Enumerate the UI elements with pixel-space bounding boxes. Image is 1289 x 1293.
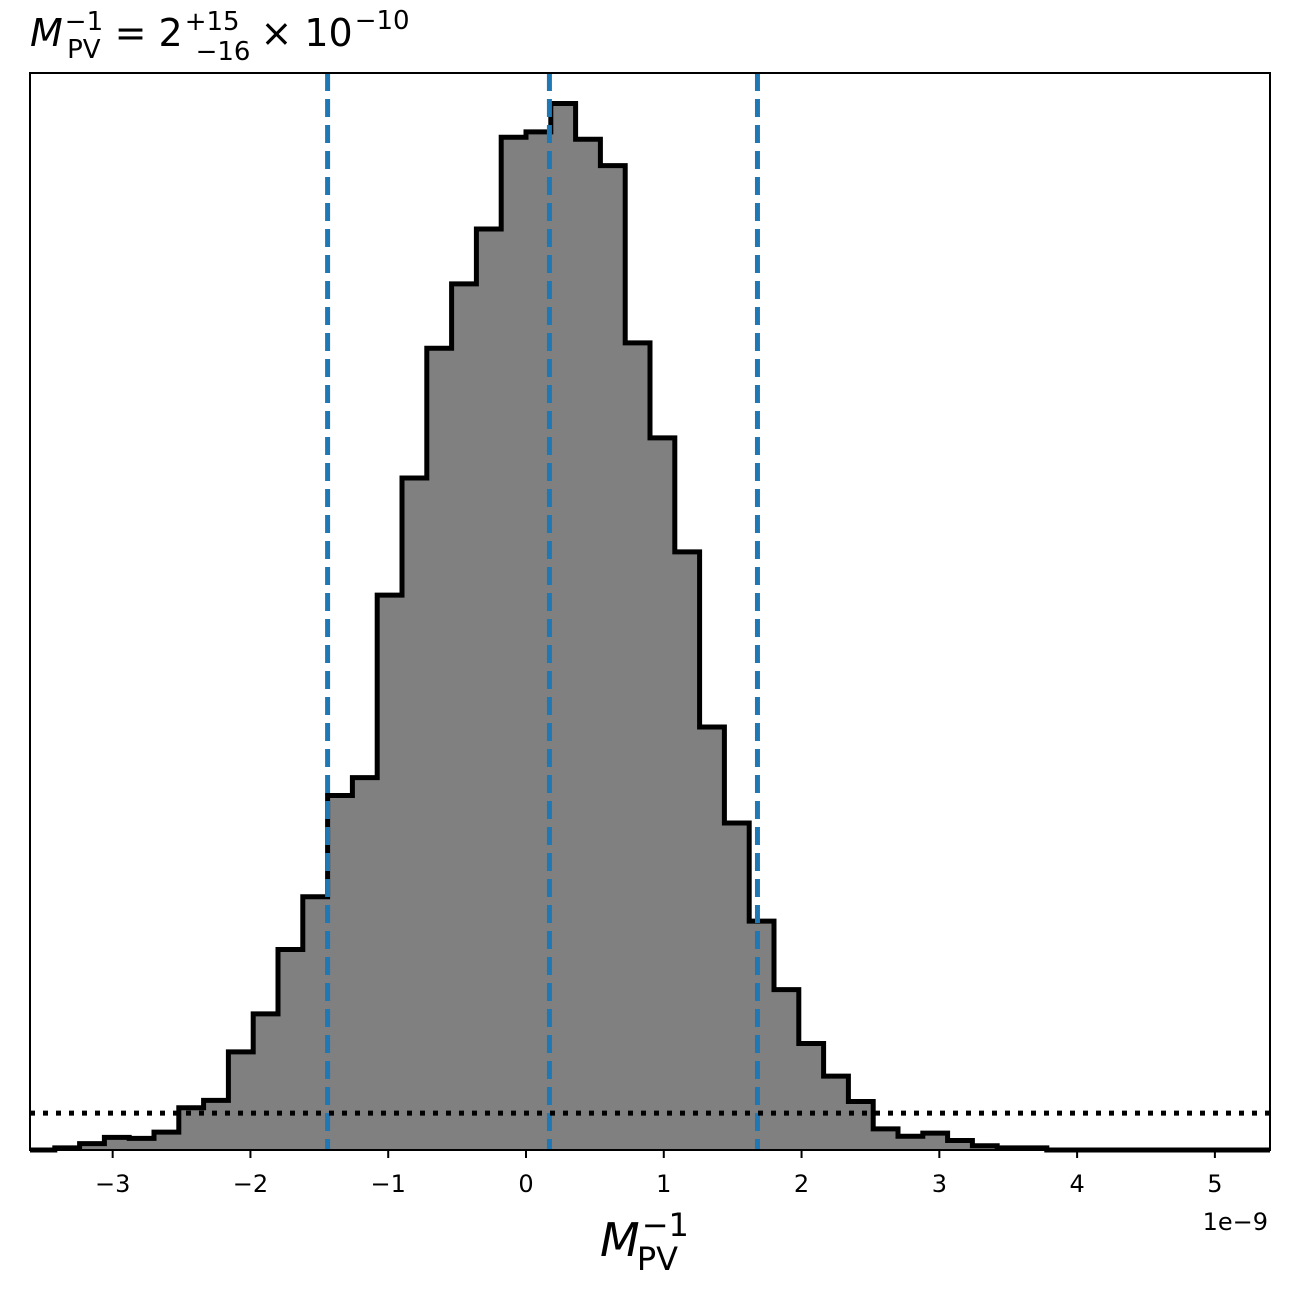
x-tick-label: −3 [95,1170,130,1198]
x-tick-label: 4 [1069,1170,1084,1198]
histogram-bar [253,1013,279,1150]
histogram-bar [600,165,626,1150]
offset-text: 1e−9 [1203,1208,1268,1236]
x-tick-label: −2 [233,1170,268,1198]
histogram-bar [575,139,601,1150]
xlabel-base: M [600,1213,640,1267]
xlabel-sub: PV [637,1240,678,1278]
histogram-bar [79,1143,105,1150]
histogram-bar [550,103,577,1151]
title-exp: −10 [355,6,410,36]
title-err-minus: −16 [196,37,251,67]
histogram-bar [724,822,750,1150]
histogram-bar [302,896,329,1150]
histogram-bar [278,949,304,1150]
x-tick-label: 1 [656,1170,671,1198]
x-tick-label: 3 [932,1170,947,1198]
chart-title: M−1 PV = 2+15 −16 × 10−10 [30,6,410,67]
histogram-bar [798,1043,825,1150]
histogram-bar [476,228,502,1151]
histogram-bar [451,283,477,1151]
xlabel-sup: −1 [642,1206,689,1244]
histogram-bar [228,1051,254,1150]
histogram-bar [526,131,552,1151]
histogram-bar [674,551,701,1150]
histogram-bar [873,1128,899,1150]
histogram-bar [129,1138,155,1150]
histogram-bar [947,1140,973,1150]
histogram-bar [898,1136,924,1150]
title-err-plus: +15 [185,7,240,37]
x-axis-label: M−1 PV [600,1206,689,1278]
histogram-bar [774,989,800,1150]
histogram-bar [650,437,676,1150]
histogram-bar [922,1133,949,1150]
plot-frame [29,72,1271,1151]
x-tick-label: 2 [794,1170,809,1198]
quantile-lines-group [325,73,760,1150]
histogram-bar [377,595,403,1150]
x-ticks-group: −3 −2 −1 0 1 2 3 4 5 [95,1150,1223,1198]
title-base-sub: PV [67,35,101,65]
title-equals: = 2 [115,11,183,55]
histogram-bar [426,348,453,1150]
x-tick-label: 5 [1207,1170,1222,1198]
histogram-bar [848,1101,874,1150]
histogram-bar [625,342,651,1150]
histogram-bar [154,1132,180,1150]
title-times: × 10 [260,11,352,55]
histogram-bar [203,1100,229,1150]
title-base: M [30,11,63,55]
x-tick-label: −1 [371,1170,406,1198]
histogram-bars-group [30,100,1270,1153]
title-base-sup: −1 [65,7,103,37]
histogram-bar [501,137,527,1150]
histogram-bar [699,726,725,1150]
histogram-bar [104,1137,130,1150]
histogram-bar [352,777,378,1150]
histogram-bar [749,921,775,1150]
histogram-outline [30,100,1270,1153]
x-tick-label: 0 [518,1170,533,1198]
histogram-bar [402,477,428,1151]
histogram-bar [327,795,353,1150]
